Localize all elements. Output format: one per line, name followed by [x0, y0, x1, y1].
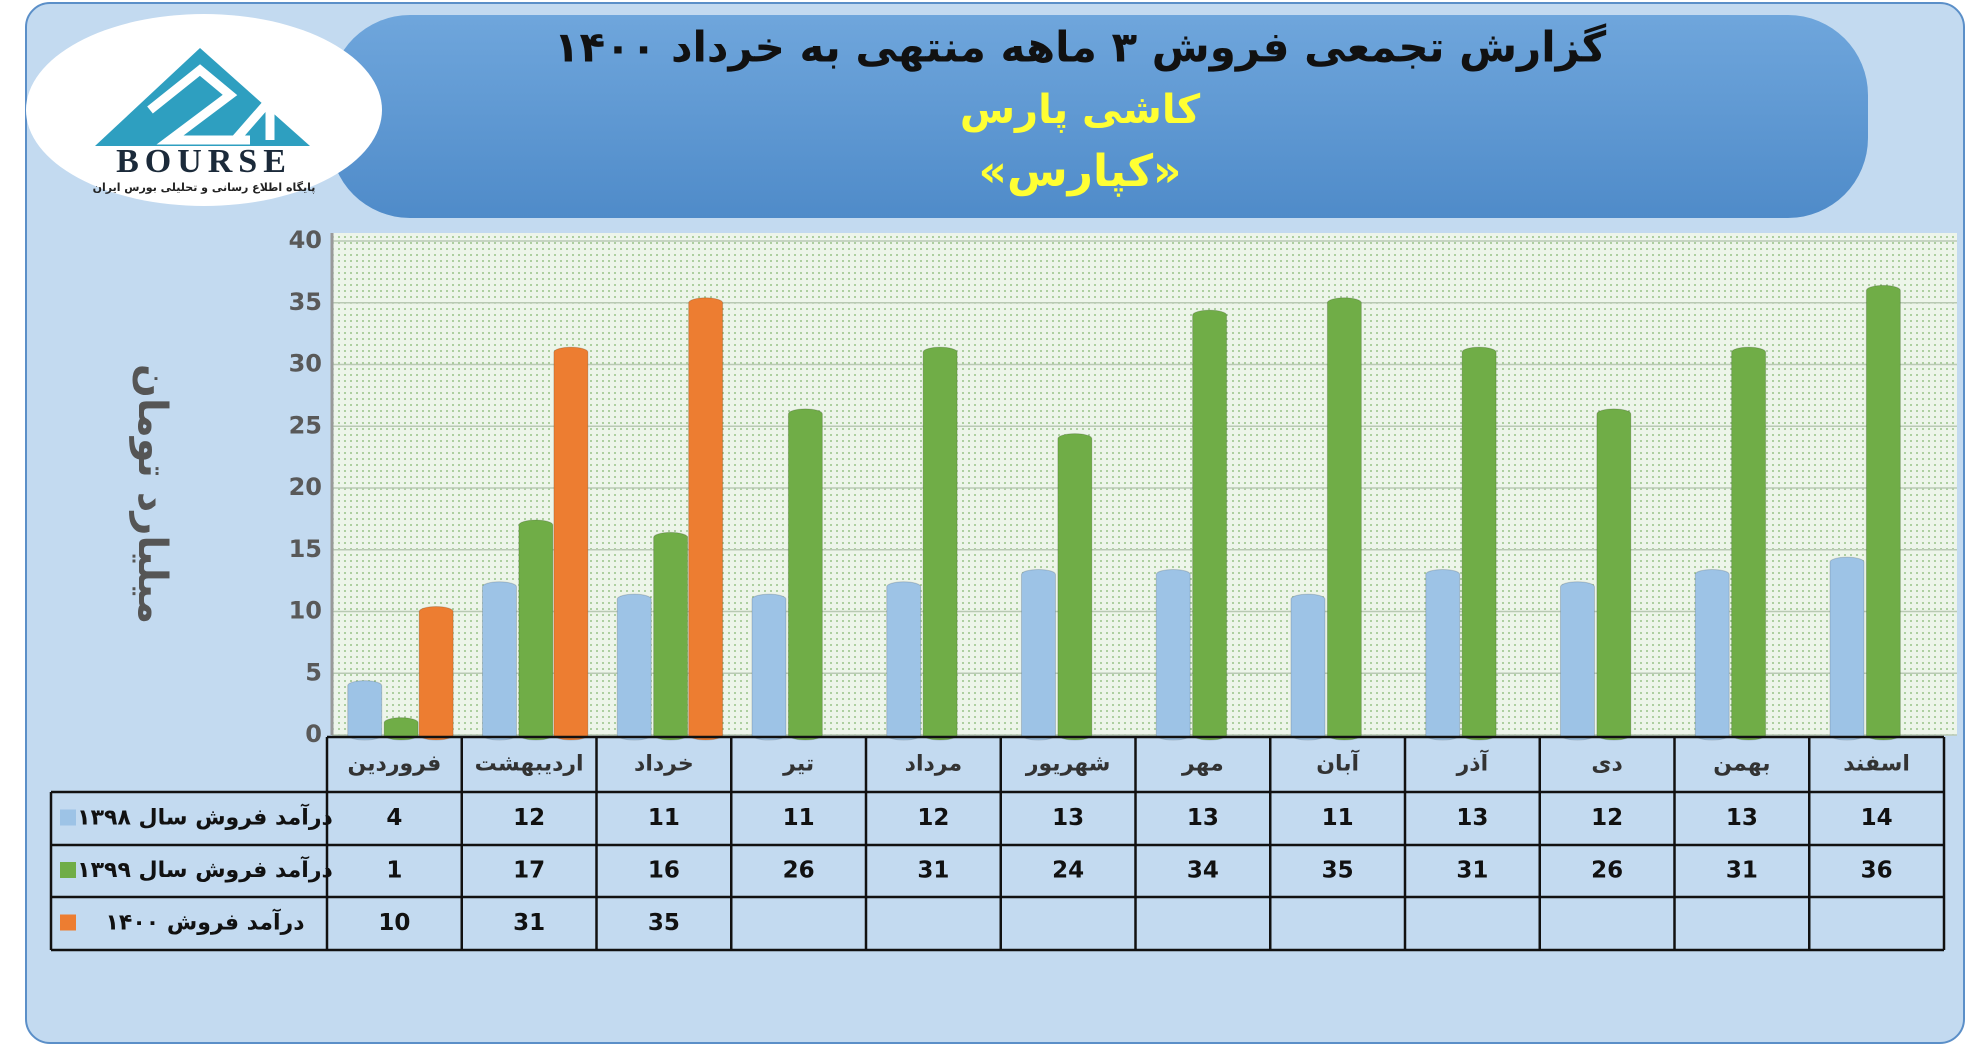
- bar: [1731, 346, 1767, 741]
- bar: [1829, 556, 1865, 741]
- x-tick-label: مرداد: [905, 752, 962, 777]
- legend-swatch: [60, 914, 76, 931]
- bar: [886, 581, 922, 741]
- legend-label: درآمد فروش سال ۱۳۹۸: [77, 803, 333, 831]
- x-tick-label: شهریور: [1025, 752, 1111, 777]
- table-value: 13: [1456, 805, 1488, 831]
- table-value: 35: [1322, 858, 1354, 884]
- bar: [553, 346, 589, 741]
- table-value: 31: [917, 858, 949, 884]
- table-value: 31: [1726, 858, 1758, 884]
- bar: [787, 408, 823, 741]
- table-value: 4: [386, 805, 402, 831]
- bar: [1290, 593, 1326, 741]
- table-value: 35: [648, 910, 680, 936]
- bar: [347, 680, 383, 741]
- bar: [1461, 346, 1497, 741]
- x-tick-label: آبان: [1316, 749, 1359, 777]
- bar: [1057, 433, 1093, 741]
- table-value: 10: [378, 910, 410, 936]
- table-value: 14: [1861, 805, 1893, 831]
- plot-area: [332, 233, 1957, 735]
- bar: [751, 593, 787, 741]
- bar: [653, 531, 689, 741]
- x-tick-label: خرداد: [634, 752, 694, 777]
- logo-figure: [147, 64, 275, 145]
- bar: [1425, 568, 1461, 741]
- x-tick-label: تیر: [782, 752, 814, 777]
- legend-label: درآمد فروش ۱۴۰۰: [106, 908, 305, 936]
- logo-tagline: پایگاه اطلاع رسانی و تحلیلی بورس ایران: [93, 181, 316, 194]
- chart-title: گزارش تجمعی فروش ۳ ماهه منتهی به خرداد ۱…: [554, 23, 1607, 73]
- bar: [418, 606, 454, 741]
- symbol: «کپارس»: [979, 146, 1182, 197]
- table-value: 31: [513, 910, 545, 936]
- legend-swatch: [60, 809, 76, 826]
- bar: [1596, 408, 1632, 741]
- legend-swatch: [60, 862, 76, 878]
- x-tick-label: دی: [1591, 752, 1622, 777]
- bar: [1326, 297, 1362, 741]
- table-value: 24: [1052, 858, 1084, 884]
- x-tick-label: مهر: [1181, 752, 1224, 777]
- bar: [481, 581, 517, 741]
- x-tick-label: اردیبهشت: [475, 752, 584, 777]
- table-value: 13: [1052, 805, 1084, 831]
- table-value: 13: [1726, 805, 1758, 831]
- bar: [518, 519, 554, 741]
- banner: [330, 15, 1868, 218]
- y-tick-label: 20: [289, 473, 322, 501]
- table-value: 12: [917, 805, 949, 831]
- y-tick-label: 40: [289, 226, 322, 254]
- table-value: 13: [1187, 805, 1219, 831]
- table-value: 11: [1322, 805, 1354, 831]
- legend-label: درآمد فروش سال ۱۳۹۹: [77, 855, 333, 883]
- bar: [1020, 568, 1056, 741]
- table-value: 12: [513, 805, 545, 831]
- y-tick-label: 15: [289, 535, 322, 563]
- logo-name: BOURSE: [116, 143, 292, 180]
- table-value: 26: [1591, 858, 1623, 884]
- table-value: 11: [648, 805, 680, 831]
- y-tick-label: 5: [305, 658, 322, 686]
- bar: [922, 346, 958, 741]
- bar: [1559, 581, 1595, 741]
- table-value: 17: [513, 858, 545, 884]
- table-value: 36: [1861, 858, 1893, 884]
- bar: [1155, 568, 1191, 741]
- y-tick-label: 25: [289, 411, 322, 439]
- bar: [1865, 284, 1901, 741]
- bar: [383, 717, 419, 741]
- bar: [616, 593, 652, 741]
- y-tick-label: 35: [289, 288, 322, 316]
- table-value: 12: [1591, 805, 1623, 831]
- table-value: 11: [783, 805, 815, 831]
- table-value: 16: [648, 858, 680, 884]
- x-tick-label: آذر: [1456, 749, 1489, 777]
- x-tick-label: اسفند: [1843, 752, 1910, 777]
- table-value: 34: [1187, 858, 1219, 884]
- bar: [1192, 309, 1228, 741]
- bar: [688, 297, 724, 741]
- y-tick-label: 0: [305, 720, 322, 748]
- table-value: 31: [1456, 858, 1488, 884]
- y-axis-label: میلیارد تومان: [129, 364, 175, 624]
- y-tick-label: 10: [289, 597, 322, 625]
- table-value: 1: [386, 858, 402, 884]
- y-tick-label: 30: [289, 350, 322, 378]
- subtitle: کاشی پارس: [960, 87, 1201, 133]
- bar: [1694, 568, 1730, 741]
- table-value: 26: [783, 858, 815, 884]
- x-tick-label: بهمن: [1713, 752, 1770, 777]
- x-tick-label: فروردین: [347, 752, 441, 777]
